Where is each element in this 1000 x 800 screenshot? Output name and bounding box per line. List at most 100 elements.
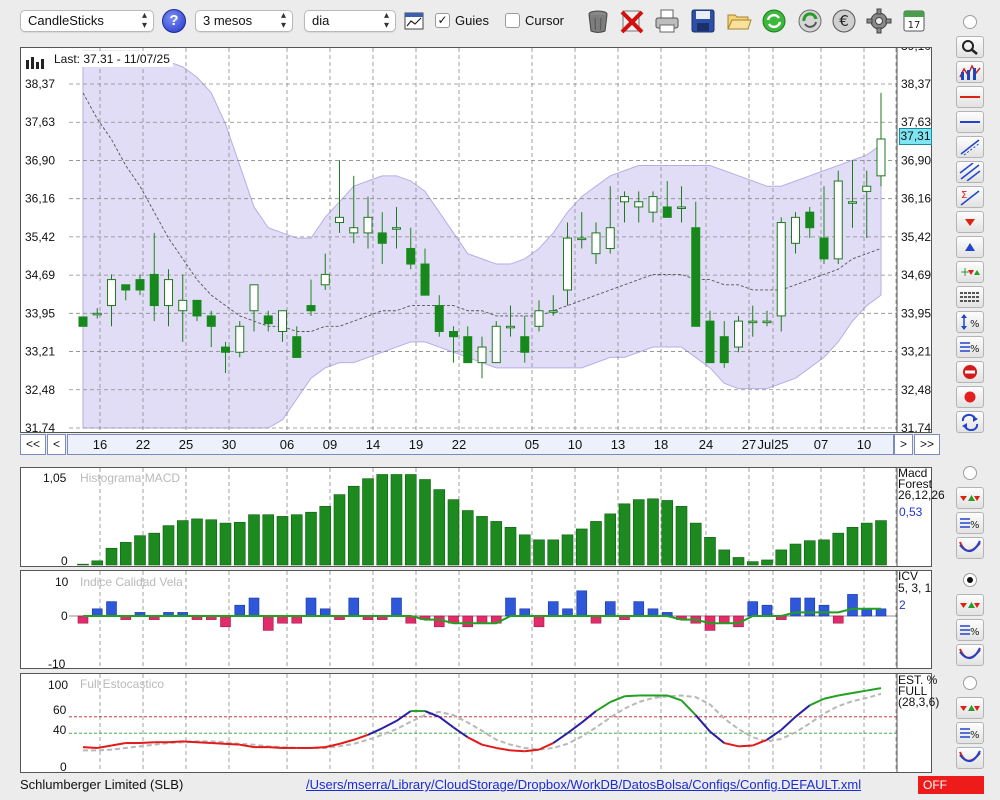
arrow-down-tool[interactable] [956, 211, 984, 233]
scroll-back-button[interactable]: < [47, 434, 66, 455]
icv-y-bottom: -10 [48, 657, 66, 671]
stoch-k-segment [724, 742, 739, 748]
bar-chart-icon[interactable] [25, 55, 45, 69]
y-tick-right: 38,37 [901, 77, 931, 91]
grid-lines-tool[interactable] [956, 286, 984, 308]
macd-signals-tool[interactable] [956, 487, 984, 509]
icv-percent-tool[interactable]: % [956, 619, 984, 641]
icv-panel[interactable]: Indice Calidad Vela 10 0 -10 [20, 570, 932, 671]
icv-crossover-tool[interactable] [956, 644, 984, 666]
macd-percent-tool[interactable]: % [956, 512, 984, 534]
scroll-forward-button[interactable]: > [894, 434, 913, 455]
scroll-start-button[interactable]: << [20, 434, 46, 455]
chart-settings-icon[interactable] [404, 11, 424, 31]
candle-body [363, 216, 373, 234]
trash-icon[interactable] [585, 8, 611, 34]
svg-text:%: % [970, 627, 980, 638]
macd-crossover-tool[interactable] [956, 537, 984, 559]
macd-bar [248, 514, 260, 566]
y-tick-left: 34,69 [25, 268, 55, 282]
open-folder-icon[interactable] [726, 8, 752, 34]
stoch-k-segment [552, 732, 569, 744]
stoch-signals-tool[interactable] [956, 697, 984, 719]
scroll-end-button[interactable]: >> [914, 434, 940, 455]
period-select[interactable]: 3 mesos ▴ ▾ [195, 10, 293, 32]
swap-tool[interactable] [956, 411, 984, 433]
date-label: 25 [178, 437, 194, 452]
icv-bar-negative [533, 615, 545, 628]
macd-panel-radio[interactable] [963, 466, 977, 480]
horizontal-line-blue-tool[interactable] [956, 111, 984, 133]
icv-panel-radio[interactable] [963, 573, 977, 587]
icv-bar-positive [804, 597, 816, 617]
delete-icon[interactable] [619, 8, 645, 34]
main-panel-radio[interactable] [963, 15, 977, 29]
fibonacci-tool[interactable]: Σ [956, 186, 984, 208]
channel-tool[interactable] [956, 161, 984, 183]
stochastic-panel[interactable]: Full Estocastico 100 60 40 0 [20, 673, 932, 774]
macd-bar [205, 519, 218, 566]
stoch-y-100: 100 [48, 678, 69, 692]
arrow-up-tool[interactable] [956, 236, 984, 258]
stoch-k-segment [139, 741, 155, 745]
y-tick-left: 37,63 [25, 115, 55, 129]
percent-lines-tool[interactable]: % [956, 336, 984, 358]
gear-icon[interactable] [866, 8, 892, 34]
stoch-y-0: 0 [60, 760, 67, 774]
connection-status-badge[interactable]: OFF [918, 776, 984, 794]
candlestick-chart[interactable]: 38,37 38,37 37,63 37,63 36,90 36,90 36,16 36,16… [21, 48, 931, 432]
horizontal-line-blue-icon [960, 121, 980, 123]
add-signals-tool[interactable]: + [956, 261, 984, 283]
y-tick-left: 38,37 [25, 77, 55, 91]
trendline-tool[interactable] [956, 136, 984, 158]
refresh-icon[interactable] [761, 8, 787, 34]
macd-bar [632, 499, 645, 566]
candle-body [677, 206, 686, 209]
horizontal-line-red-tool[interactable] [956, 86, 984, 108]
icv-bar-positive [761, 604, 773, 617]
calendar-icon[interactable]: 17 [901, 8, 927, 34]
candle-body [662, 206, 672, 218]
horizontal-line-red-icon [960, 96, 980, 98]
macd-bar [476, 516, 488, 566]
stoch-panel-radio[interactable] [963, 676, 977, 690]
candle-body [164, 279, 173, 307]
percent-range-tool[interactable]: % [956, 311, 984, 333]
guides-checkbox[interactable]: ✓ [435, 13, 450, 28]
stoch-percent-tool[interactable]: % [956, 722, 984, 744]
euro-icon[interactable]: € [831, 8, 857, 34]
stoch-crossover-tool[interactable] [956, 747, 984, 769]
save-icon[interactable] [690, 8, 716, 34]
candle-body [833, 180, 843, 260]
no-entry-tool[interactable] [956, 361, 984, 383]
stoch-k-segment [809, 697, 825, 707]
date-label: 05 [524, 437, 540, 452]
chart-type-tool[interactable] [956, 61, 984, 83]
stoch-k-segment [566, 721, 583, 735]
signals-icon [960, 705, 980, 711]
sync-icon[interactable] [797, 8, 823, 34]
macd-bar [233, 521, 246, 566]
help-button[interactable]: ? [162, 9, 186, 33]
cursor-checkbox[interactable] [505, 13, 520, 28]
chevron-updown-icon: ▴ ▾ [280, 10, 286, 31]
macd-panel[interactable]: Histograma MACD 1,05 0 [20, 467, 932, 568]
stoch-k-segment [852, 689, 867, 695]
date-label: 06 [279, 437, 295, 452]
config-path-link[interactable]: /Users/mserra/Library/CloudStorage/Dropb… [306, 777, 862, 792]
y-tick-right: 33,21 [901, 345, 931, 359]
price-chart-panel[interactable]: 38,37 38,37 37,63 37,63 36,90 36,90 36,16 36,16… [20, 47, 932, 433]
date-label: 10 [856, 437, 872, 452]
date-strip[interactable]: 16 22 25 30 06 09 14 19 22 05 10 13 18 24 27 Jul25 07 10 [67, 434, 894, 455]
crossover-icon [959, 750, 981, 762]
print-icon[interactable] [654, 8, 680, 34]
icv-signals-tool[interactable] [956, 594, 984, 616]
icv-bar-negative [476, 615, 488, 624]
icv-bar-positive [861, 608, 873, 617]
record-tool[interactable] [956, 386, 984, 408]
chart-type-select[interactable]: CandleSticks ▴ ▾ [20, 10, 154, 32]
interval-select[interactable]: dia ▴ ▾ [304, 10, 396, 32]
macd-y-bottom: 0 [61, 554, 68, 568]
zoom-tool[interactable] [956, 36, 984, 58]
macd-y-top: 1,05 [43, 471, 67, 485]
